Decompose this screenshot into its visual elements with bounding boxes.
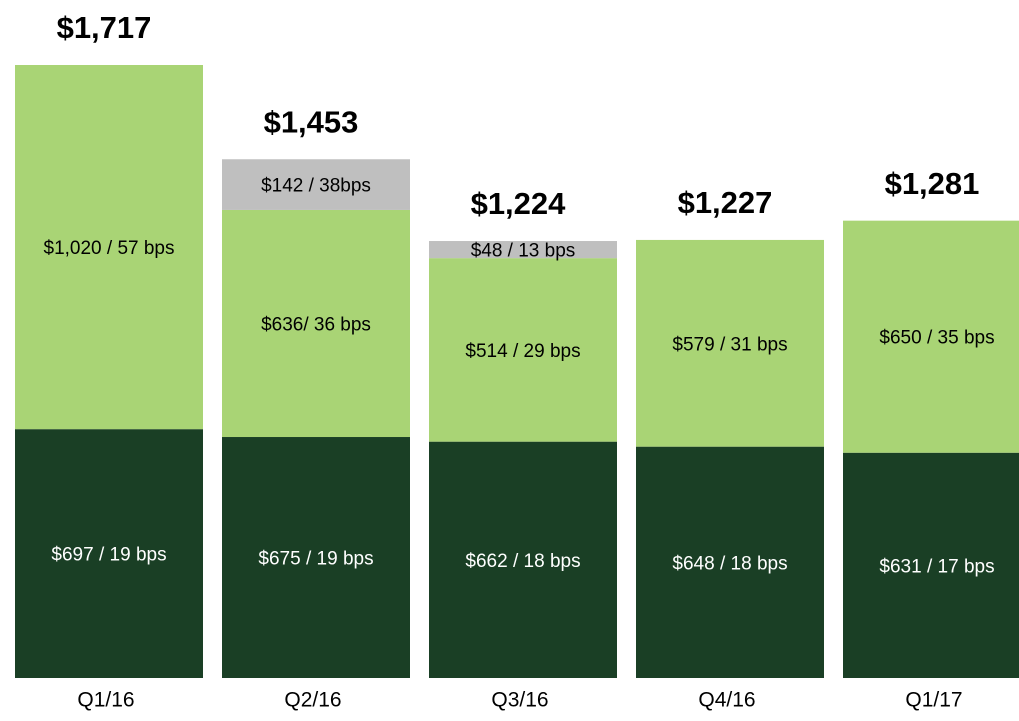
total-label: $1,281 [885, 166, 980, 201]
x-tick-label: Q4/16 [698, 689, 755, 712]
bar-segment [429, 441, 617, 678]
bar-segment [222, 159, 410, 210]
bar-segment [222, 437, 410, 678]
x-tick-label: Q3/16 [491, 689, 548, 712]
segment-label: $579 / 31 bps [672, 334, 787, 355]
bar-segment [429, 258, 617, 442]
bar-segment [636, 446, 824, 678]
bar-segment [636, 239, 824, 447]
bar-segment [429, 241, 617, 259]
total-label: $1,453 [264, 104, 359, 139]
segment-label: $662 / 18 bps [465, 551, 580, 572]
bar-segment [222, 209, 410, 438]
bar-segment [843, 220, 1019, 453]
x-tick-label: Q1/16 [77, 689, 134, 712]
bar-segment [15, 65, 203, 430]
segment-label: $1,020 / 57 bps [44, 238, 175, 259]
segment-label: $648 / 18 bps [672, 553, 787, 574]
total-label: $1,717 [57, 10, 152, 45]
segment-label: $631 / 17 bps [879, 556, 994, 577]
bar-segment [15, 429, 203, 678]
segment-label: $697 / 19 bps [51, 545, 166, 566]
segment-label: $48 / 13 bps [471, 241, 576, 262]
segment-label: $675 / 19 bps [258, 549, 373, 570]
segment-label: $636/ 36 bps [261, 314, 371, 335]
total-label: $1,227 [678, 185, 773, 220]
bar-segment [843, 452, 1019, 678]
x-tick-label: Q2/16 [284, 689, 341, 712]
segment-label: $514 / 29 bps [465, 341, 580, 362]
segment-label: $142 / 38bps [261, 176, 371, 197]
total-label: $1,224 [471, 186, 567, 221]
x-tick-label: Q1/17 [905, 689, 962, 712]
segment-label: $650 / 35 bps [879, 328, 994, 349]
